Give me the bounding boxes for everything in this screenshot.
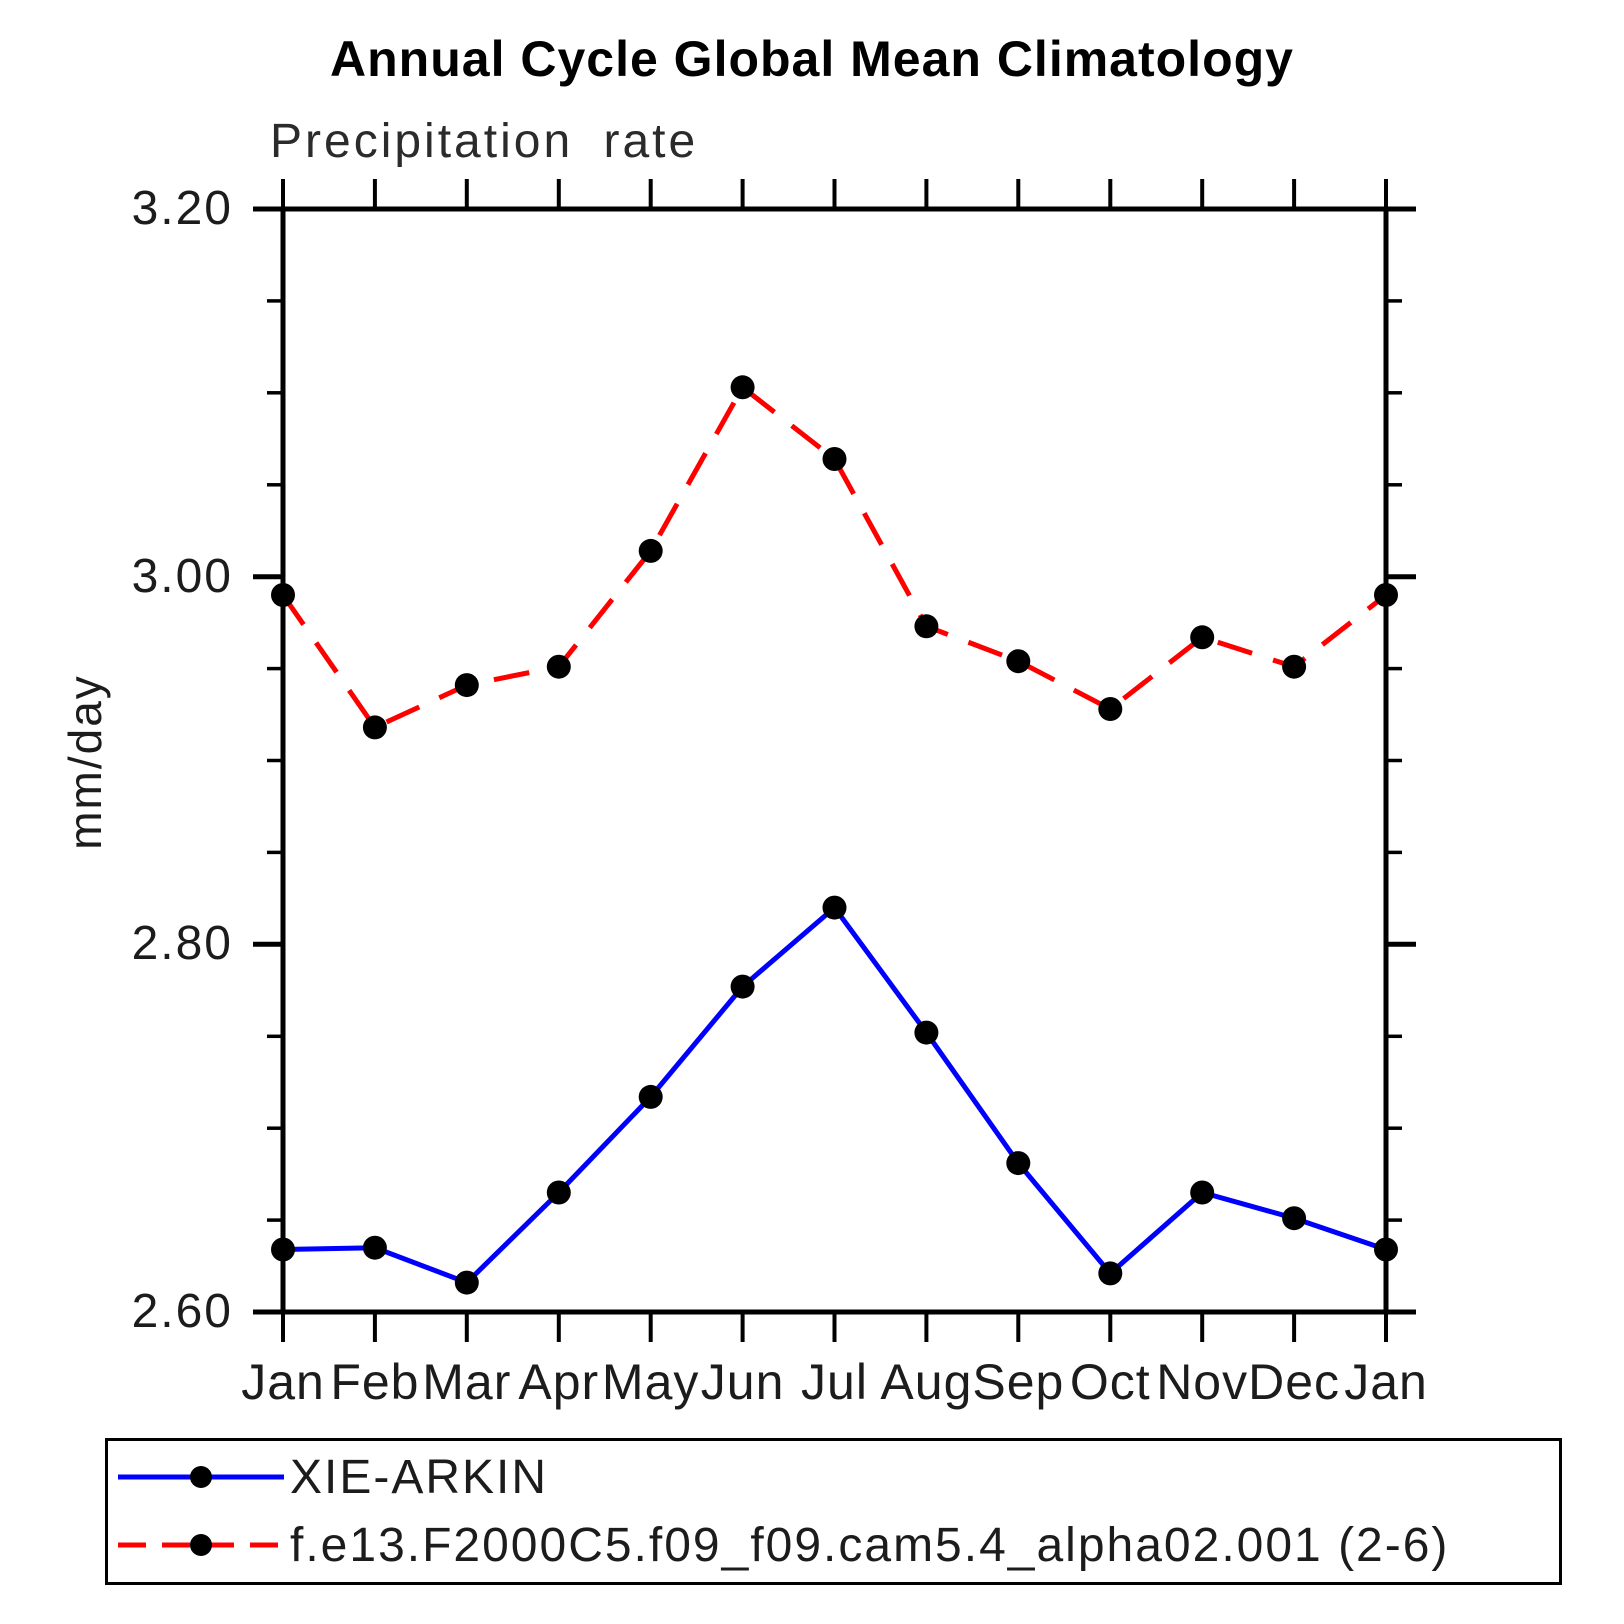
- data-point-marker: [454, 1270, 479, 1295]
- data-point-marker: [1374, 583, 1398, 607]
- data-point-marker: [638, 538, 663, 563]
- data-point-marker: [822, 447, 847, 471]
- y-tick-label: 3.20: [131, 182, 233, 235]
- legend-line-sample: [118, 1466, 284, 1488]
- data-point-marker: [1190, 625, 1215, 650]
- legend-marker-dot: [190, 1466, 212, 1488]
- precipitation-rate-subtitle: Precipitation rate: [270, 115, 699, 168]
- data-point-marker: [1006, 1151, 1031, 1176]
- data-point-marker: [730, 974, 755, 999]
- data-point-marker: [1374, 1237, 1398, 1262]
- data-point-marker: [271, 583, 295, 607]
- x-tick-label-aug: Aug: [880, 1354, 973, 1410]
- x-tick-label-may: May: [601, 1354, 700, 1410]
- x-tick-label-dec: Dec: [1248, 1354, 1341, 1410]
- x-tick-label-oct: Oct: [1069, 1354, 1151, 1410]
- series-line-f-e13-f2000c5-f09-f09-cam5-4-alpha02-001: [280, 384, 1388, 730]
- data-point-marker: [914, 614, 939, 639]
- x-tick-label-mar: Mar: [422, 1354, 512, 1410]
- y-tick-label: 3.00: [131, 549, 233, 603]
- axis-frame: [280, 206, 1389, 1315]
- x-tick-label-sep: Sep: [972, 1354, 1065, 1410]
- data-point-marker: [914, 1020, 939, 1045]
- data-point-marker: [271, 1237, 295, 1262]
- legend-label-0: XIE-ARKIN: [290, 1450, 549, 1504]
- legend-item-1: f.e13.F2000C5.f09_f09.cam5.4_alpha02.001…: [116, 1513, 1449, 1577]
- legend-box: XIE-ARKIN f.e13.F2000C5.f09_f09.cam5.4_al…: [105, 1438, 1562, 1585]
- data-point-marker: [454, 673, 479, 698]
- data-point-marker: [1098, 1261, 1123, 1286]
- data-point-marker: [362, 1235, 387, 1260]
- data-point-marker: [1190, 1180, 1215, 1205]
- data-point-marker: [1282, 1206, 1307, 1231]
- data-point-marker: [730, 375, 755, 400]
- data-point-marker: [822, 895, 847, 920]
- legend-marker-dot: [190, 1534, 212, 1556]
- x-tick-label-jul: Jul: [801, 1354, 868, 1410]
- data-point-marker: [546, 654, 571, 679]
- y-tick-label: 2.80: [131, 917, 233, 971]
- y-tick-label: 2.60: [131, 1285, 233, 1338]
- x-tick-label-apr: Apr: [518, 1354, 600, 1410]
- data-point-marker: [1282, 654, 1307, 679]
- data-point-marker: [546, 1180, 571, 1205]
- legend-label-1: f.e13.F2000C5.f09_f09.cam5.4_alpha02.001…: [290, 1518, 1450, 1572]
- x-tick-label-nov: Nov: [1156, 1354, 1249, 1410]
- x-tick-label-jun: Jun: [700, 1354, 785, 1410]
- x-tick-label-jan: Jan: [241, 1354, 325, 1410]
- data-point-marker: [638, 1084, 663, 1109]
- chart-title: Annual Cycle Global Mean Climatology: [330, 31, 1294, 87]
- data-point-marker: [362, 715, 387, 740]
- x-tick-label-jan: Jan: [1344, 1354, 1428, 1410]
- data-point-marker: [1006, 649, 1031, 674]
- data-point-marker: [1098, 697, 1123, 721]
- legend-line-sample: [118, 1534, 284, 1556]
- x-tick-label-feb: Feb: [330, 1354, 420, 1410]
- legend-item-0: XIE-ARKIN: [116, 1445, 548, 1509]
- series-line-xie-arkin: [282, 905, 1387, 1286]
